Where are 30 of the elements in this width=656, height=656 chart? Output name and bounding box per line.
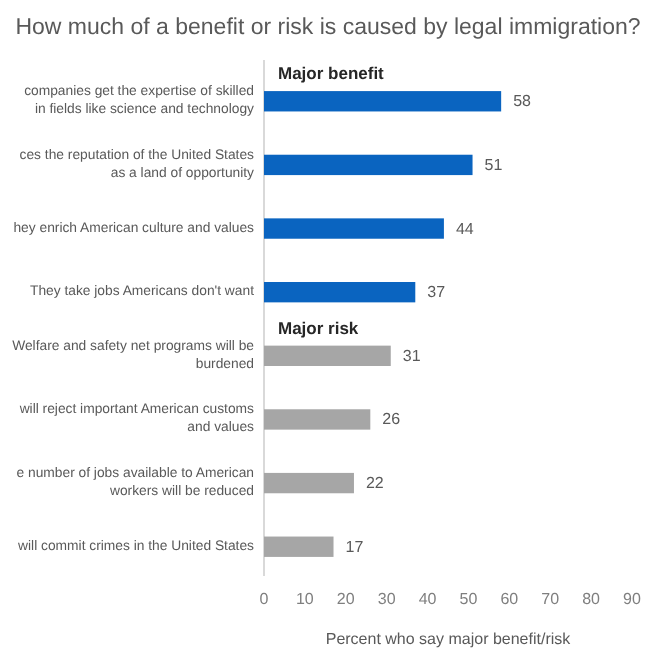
x-tick-label: 50 (459, 590, 479, 608)
chart-title: How much of a benefit or risk is caused by legal immigration? (15, 16, 641, 40)
data-label: 31 (402, 346, 422, 365)
data-label: 17 (345, 537, 365, 556)
bar (264, 345, 391, 366)
data-label: 37 (427, 283, 447, 302)
bar (264, 536, 334, 557)
x-tick-label: 70 (541, 590, 561, 608)
x-tick-label: 90 (623, 590, 642, 608)
x-tick-label: 60 (500, 590, 520, 608)
x-axis-title: Percent who say major benefit/risk (325, 630, 573, 648)
bar (264, 409, 371, 430)
data-label: 51 (484, 155, 504, 174)
x-tick-label: 30 (377, 590, 397, 608)
data-label: 58 (513, 92, 533, 111)
data-label: 22 (365, 474, 385, 493)
data-label: 26 (382, 410, 402, 429)
data-label: 44 (455, 219, 475, 238)
annotation: Major risk (278, 317, 359, 338)
x-tick-label: 40 (418, 590, 438, 608)
bar (264, 218, 444, 239)
annotation: Major benefit (278, 63, 385, 84)
bar (264, 282, 416, 303)
x-tick-label: 10 (295, 590, 315, 608)
bar (264, 154, 473, 176)
x-tick-label: 0 (259, 590, 270, 608)
x-tick-label: 80 (582, 590, 602, 608)
bar (264, 472, 354, 494)
bar (264, 91, 502, 112)
x-tick-label: 20 (336, 590, 356, 608)
